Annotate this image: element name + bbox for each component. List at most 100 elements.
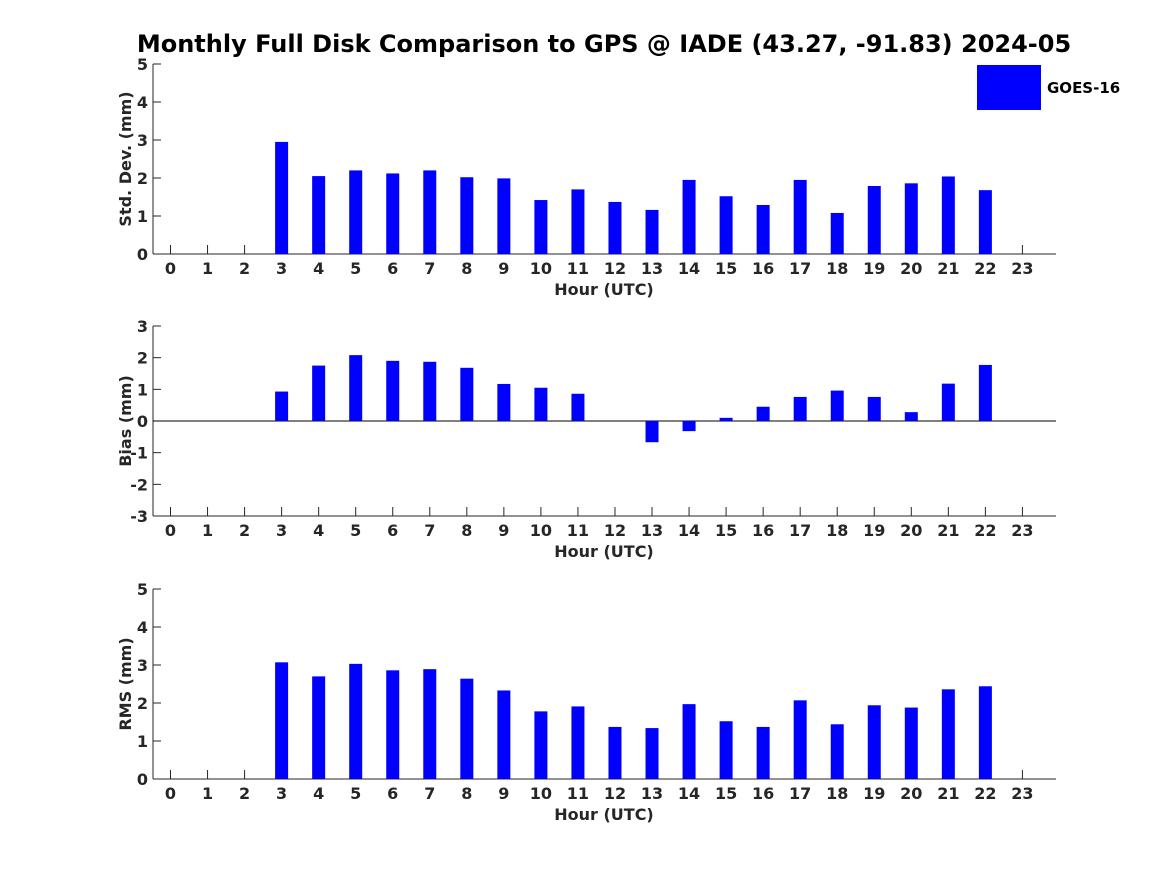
y-axis-label: Std. Dev. (mm) bbox=[116, 91, 135, 226]
figure-title: Monthly Full Disk Comparison to GPS @ IA… bbox=[137, 30, 1071, 58]
bar-hour-7 bbox=[423, 170, 437, 254]
x-tick-label: 23 bbox=[1011, 259, 1033, 278]
bar-hour-11 bbox=[571, 189, 585, 254]
bar-hour-6 bbox=[386, 173, 400, 254]
bar-hour-8 bbox=[460, 367, 474, 421]
x-tick-label: 19 bbox=[863, 521, 885, 540]
bar-hour-4 bbox=[312, 365, 326, 421]
bar-hour-18 bbox=[830, 390, 844, 421]
bar-hour-8 bbox=[460, 177, 474, 254]
bar-hour-21 bbox=[941, 689, 955, 779]
bar-hour-22 bbox=[978, 364, 992, 421]
x-tick-label: 3 bbox=[276, 259, 287, 278]
bar-hour-16 bbox=[756, 406, 770, 421]
legend: GOES-16 bbox=[977, 65, 1120, 110]
bar-hour-6 bbox=[386, 360, 400, 421]
bar-hour-5 bbox=[349, 663, 363, 779]
x-tick-label: 11 bbox=[567, 784, 589, 803]
y-tick-label: 5 bbox=[137, 55, 148, 74]
y-tick-label: 2 bbox=[137, 169, 148, 188]
bar-hour-20 bbox=[904, 707, 918, 779]
bar-hour-12 bbox=[608, 726, 622, 779]
bar-hour-19 bbox=[867, 396, 881, 421]
bar-hour-11 bbox=[571, 393, 585, 421]
y-tick-label: -1 bbox=[130, 444, 148, 463]
x-tick-label: 21 bbox=[937, 521, 959, 540]
legend-swatch bbox=[977, 65, 1041, 110]
y-tick-label: 4 bbox=[137, 93, 148, 112]
x-tick-label: 21 bbox=[937, 259, 959, 278]
x-tick-label: 20 bbox=[900, 784, 922, 803]
bar-hour-18 bbox=[830, 212, 844, 254]
x-tick-label: 16 bbox=[752, 784, 774, 803]
x-tick-label: 5 bbox=[350, 521, 361, 540]
bar-hour-16 bbox=[756, 726, 770, 779]
x-tick-label: 2 bbox=[239, 784, 250, 803]
bar-hour-13 bbox=[645, 728, 659, 779]
bar-hour-4 bbox=[312, 676, 326, 779]
y-axis-label: Bias (mm) bbox=[116, 375, 135, 467]
bar-hour-15 bbox=[719, 196, 733, 254]
x-tick-label: 18 bbox=[826, 259, 848, 278]
bar-hour-9 bbox=[497, 383, 511, 421]
x-tick-label: 23 bbox=[1011, 784, 1033, 803]
bar-hour-14 bbox=[682, 421, 696, 432]
x-tick-label: 20 bbox=[900, 259, 922, 278]
x-tick-label: 6 bbox=[387, 259, 398, 278]
bar-hour-3 bbox=[275, 662, 289, 779]
bar-hour-20 bbox=[904, 183, 918, 254]
x-tick-label: 8 bbox=[461, 784, 472, 803]
x-tick-label: 10 bbox=[530, 521, 552, 540]
x-tick-label: 7 bbox=[424, 784, 435, 803]
x-tick-label: 15 bbox=[715, 521, 737, 540]
y-tick-label: 2 bbox=[137, 349, 148, 368]
x-tick-label: 4 bbox=[313, 784, 324, 803]
x-tick-label: 20 bbox=[900, 521, 922, 540]
x-tick-label: 12 bbox=[604, 784, 626, 803]
x-tick-label: 17 bbox=[789, 521, 811, 540]
y-tick-label: 0 bbox=[137, 412, 148, 431]
x-tick-label: 22 bbox=[974, 784, 996, 803]
y-tick-label: 5 bbox=[137, 580, 148, 599]
bar-hour-3 bbox=[275, 391, 289, 421]
bar-hour-14 bbox=[682, 179, 696, 254]
y-tick-label: 3 bbox=[137, 317, 148, 336]
x-tick-label: 19 bbox=[863, 259, 885, 278]
bar-hour-17 bbox=[793, 700, 807, 779]
legend-label: GOES-16 bbox=[1047, 79, 1120, 97]
x-axis-label: Hour (UTC) bbox=[554, 805, 654, 824]
x-tick-label: 21 bbox=[937, 784, 959, 803]
x-tick-label: 8 bbox=[461, 521, 472, 540]
y-tick-label: 1 bbox=[137, 380, 148, 399]
x-tick-label: 9 bbox=[498, 521, 509, 540]
bar-hour-9 bbox=[497, 690, 511, 779]
y-tick-label: 4 bbox=[137, 618, 148, 637]
x-tick-label: 2 bbox=[239, 521, 250, 540]
x-axis-label: Hour (UTC) bbox=[554, 280, 654, 299]
bar-hour-6 bbox=[386, 670, 400, 779]
x-tick-label: 22 bbox=[974, 259, 996, 278]
x-tick-label: 0 bbox=[165, 521, 176, 540]
x-tick-label: 5 bbox=[350, 784, 361, 803]
bar-hour-5 bbox=[349, 170, 363, 254]
x-tick-label: 16 bbox=[752, 521, 774, 540]
bar-hour-18 bbox=[830, 724, 844, 779]
bar-hour-21 bbox=[941, 383, 955, 421]
x-tick-label: 8 bbox=[461, 259, 472, 278]
x-tick-label: 7 bbox=[424, 521, 435, 540]
x-tick-label: 2 bbox=[239, 259, 250, 278]
bar-hour-10 bbox=[534, 711, 548, 779]
y-tick-label: 0 bbox=[137, 770, 148, 789]
x-tick-label: 0 bbox=[165, 784, 176, 803]
x-tick-label: 3 bbox=[276, 784, 287, 803]
bar-hour-17 bbox=[793, 179, 807, 254]
x-tick-label: 13 bbox=[641, 259, 663, 278]
x-tick-label: 14 bbox=[678, 259, 700, 278]
x-tick-label: 17 bbox=[789, 784, 811, 803]
bar-hour-3 bbox=[275, 141, 289, 254]
x-tick-label: 1 bbox=[202, 259, 213, 278]
x-tick-label: 3 bbox=[276, 521, 287, 540]
